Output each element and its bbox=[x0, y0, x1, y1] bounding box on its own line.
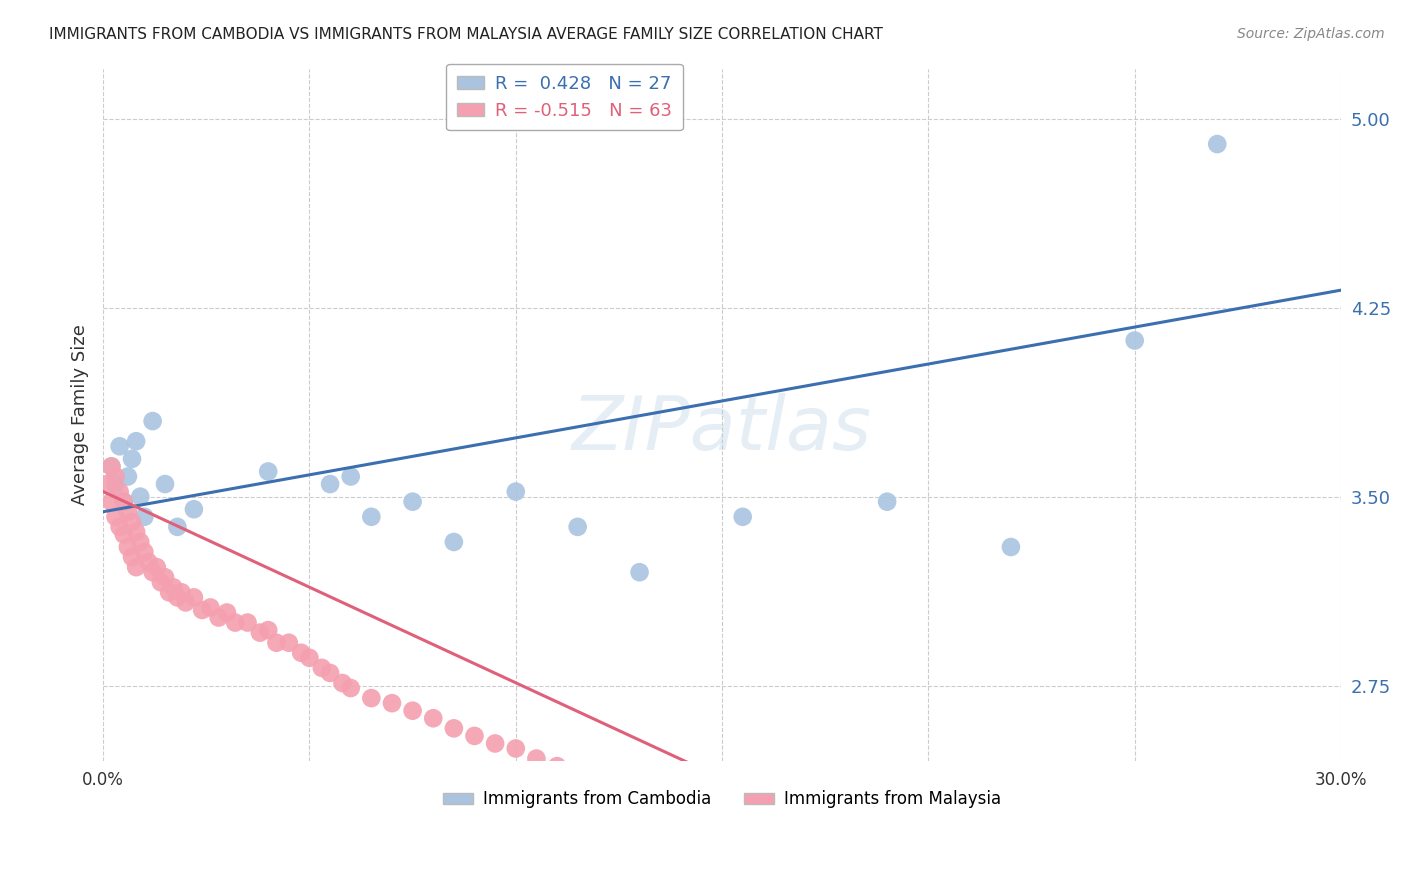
Point bbox=[121, 550, 143, 565]
Point bbox=[108, 439, 131, 453]
Point bbox=[526, 751, 548, 765]
Point bbox=[117, 469, 139, 483]
Point bbox=[100, 494, 122, 508]
Point bbox=[546, 759, 568, 773]
Point bbox=[360, 509, 382, 524]
Point bbox=[855, 842, 877, 856]
Point bbox=[153, 570, 176, 584]
Point bbox=[183, 502, 205, 516]
Point bbox=[224, 615, 246, 630]
Point bbox=[117, 540, 139, 554]
Point bbox=[174, 595, 197, 609]
Point bbox=[104, 509, 127, 524]
Point bbox=[215, 606, 238, 620]
Point bbox=[112, 527, 135, 541]
Point bbox=[628, 787, 651, 801]
Point bbox=[96, 477, 118, 491]
Point bbox=[257, 465, 280, 479]
Point bbox=[752, 817, 775, 831]
Text: ZIPatlas: ZIPatlas bbox=[572, 392, 872, 465]
Point bbox=[121, 515, 143, 529]
Point bbox=[121, 451, 143, 466]
Point bbox=[731, 509, 754, 524]
Point bbox=[200, 600, 222, 615]
Point bbox=[134, 509, 156, 524]
Point bbox=[463, 729, 485, 743]
Point bbox=[108, 520, 131, 534]
Point bbox=[360, 691, 382, 706]
Point bbox=[1000, 540, 1022, 554]
Point bbox=[142, 414, 165, 428]
Point bbox=[149, 575, 172, 590]
Legend: Immigrants from Cambodia, Immigrants from Malaysia: Immigrants from Cambodia, Immigrants fro… bbox=[436, 784, 1008, 815]
Point bbox=[567, 766, 589, 780]
Point bbox=[257, 623, 280, 637]
Point bbox=[332, 676, 354, 690]
Point bbox=[125, 524, 148, 539]
Point bbox=[236, 615, 259, 630]
Point bbox=[162, 580, 184, 594]
Point bbox=[146, 560, 169, 574]
Point bbox=[401, 494, 423, 508]
Point bbox=[588, 774, 610, 789]
Point bbox=[628, 565, 651, 579]
Point bbox=[793, 830, 815, 844]
Point bbox=[108, 484, 131, 499]
Point bbox=[298, 650, 321, 665]
Point bbox=[339, 681, 361, 695]
Point bbox=[339, 469, 361, 483]
Point bbox=[319, 665, 342, 680]
Point bbox=[319, 477, 342, 491]
Point bbox=[277, 636, 299, 650]
Point bbox=[567, 520, 589, 534]
Point bbox=[505, 741, 527, 756]
Point bbox=[134, 545, 156, 559]
Text: Source: ZipAtlas.com: Source: ZipAtlas.com bbox=[1237, 27, 1385, 41]
Point bbox=[100, 459, 122, 474]
Point bbox=[443, 722, 465, 736]
Point bbox=[959, 867, 981, 881]
Point bbox=[505, 484, 527, 499]
Point bbox=[129, 535, 152, 549]
Point bbox=[669, 797, 692, 811]
Point bbox=[125, 434, 148, 449]
Point bbox=[311, 661, 333, 675]
Point bbox=[290, 646, 312, 660]
Point bbox=[129, 490, 152, 504]
Point bbox=[422, 711, 444, 725]
Point bbox=[266, 636, 288, 650]
Point bbox=[876, 494, 898, 508]
Point bbox=[1123, 334, 1146, 348]
Point bbox=[191, 603, 214, 617]
Point bbox=[443, 535, 465, 549]
Point bbox=[100, 459, 122, 474]
Point bbox=[170, 585, 193, 599]
Point bbox=[117, 505, 139, 519]
Point bbox=[401, 704, 423, 718]
Point bbox=[157, 585, 180, 599]
Point bbox=[153, 477, 176, 491]
Point bbox=[183, 591, 205, 605]
Point bbox=[166, 520, 188, 534]
Point bbox=[104, 469, 127, 483]
Point bbox=[142, 565, 165, 579]
Point bbox=[1206, 137, 1229, 152]
Y-axis label: Average Family Size: Average Family Size bbox=[72, 325, 89, 505]
Point bbox=[112, 494, 135, 508]
Point bbox=[125, 560, 148, 574]
Point bbox=[112, 494, 135, 508]
Text: IMMIGRANTS FROM CAMBODIA VS IMMIGRANTS FROM MALAYSIA AVERAGE FAMILY SIZE CORRELA: IMMIGRANTS FROM CAMBODIA VS IMMIGRANTS F… bbox=[49, 27, 883, 42]
Point bbox=[249, 625, 271, 640]
Point bbox=[484, 736, 506, 750]
Point bbox=[711, 807, 734, 822]
Point bbox=[381, 696, 404, 710]
Point bbox=[138, 555, 160, 569]
Point bbox=[104, 477, 127, 491]
Point bbox=[166, 591, 188, 605]
Point bbox=[208, 610, 231, 624]
